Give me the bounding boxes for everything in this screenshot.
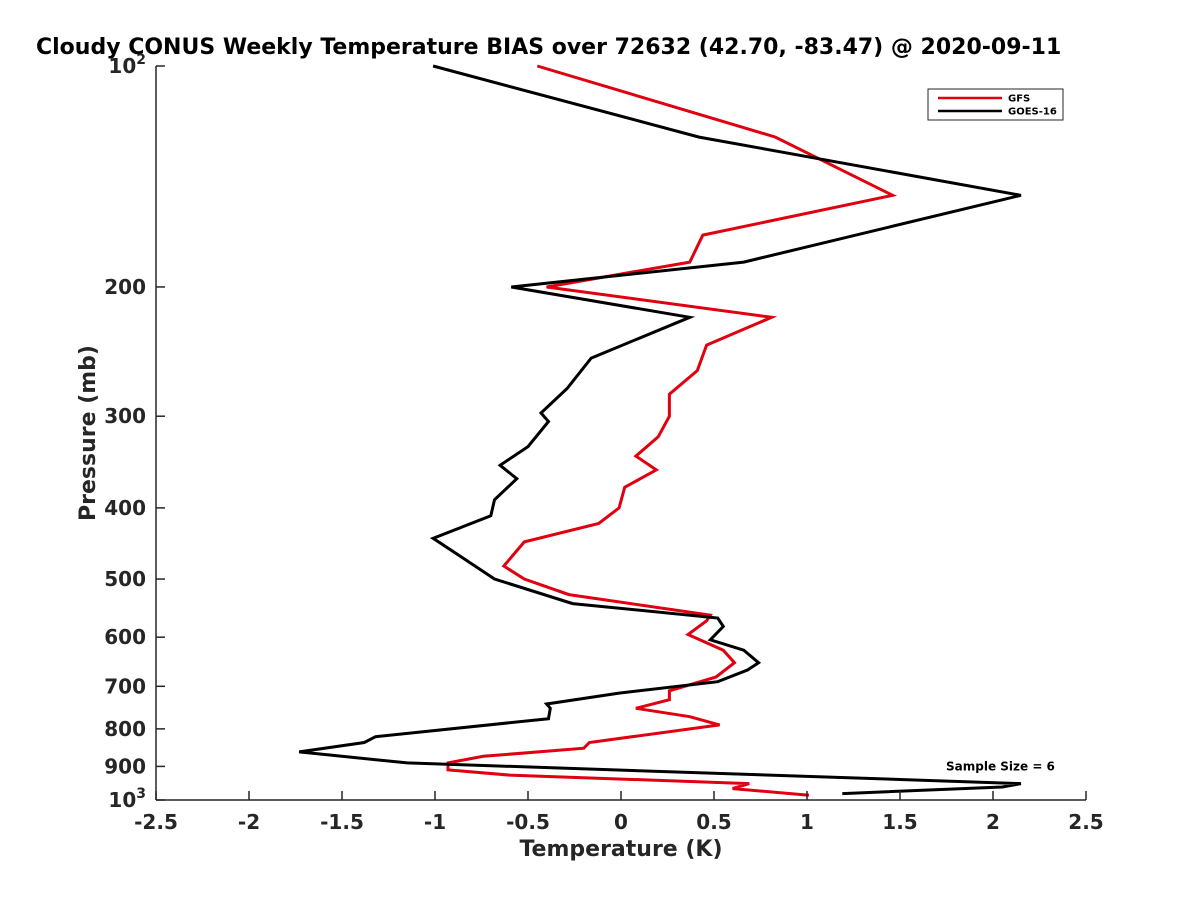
x-tick-label: 2 — [986, 810, 1000, 834]
y-ticks: 102 200 300 400 500 600 700 800 900 103 — [104, 52, 165, 812]
x-tick-label: -1.5 — [320, 810, 364, 834]
series-layer — [298, 64, 1022, 797]
y-tick-label: 103 — [108, 786, 146, 812]
x-tick-label: -2 — [238, 810, 260, 834]
x-tick-label: -1 — [424, 810, 446, 834]
y-tick-label: 300 — [104, 404, 146, 428]
y-tick-label: 800 — [104, 717, 146, 741]
legend-box — [927, 88, 1064, 121]
series-line-gfs — [446, 64, 898, 797]
y-tick-label: 200 — [104, 275, 146, 299]
x-tick-label: -0.5 — [506, 810, 550, 834]
x-tick-label: 2.5 — [1068, 810, 1103, 834]
y-tick-label: 700 — [104, 674, 146, 698]
x-tick-label: 1.5 — [882, 810, 917, 834]
x-ticks: -2.5 -2 -1.5 -1 -0.5 0 0.5 1 1.5 2 2.5 — [134, 791, 1104, 834]
x-tick-label: -2.5 — [134, 810, 178, 834]
legend: GFS GOES-16 — [927, 88, 1064, 121]
y-tick-label: 500 — [104, 567, 146, 591]
y-tick-label: 900 — [104, 754, 146, 778]
x-tick-label: 1 — [800, 810, 814, 834]
chart-title: Cloudy CONUS Weekly Temperature BIAS ove… — [36, 35, 1061, 60]
y-tick-label: 600 — [104, 625, 146, 649]
y-axis-label: Pressure (mb) — [76, 345, 101, 521]
x-axis-label: Temperature (K) — [519, 837, 722, 862]
x-tick-label: 0 — [614, 810, 628, 834]
y-tick-label: 400 — [104, 496, 146, 520]
y-tick-label: 102 — [108, 52, 146, 78]
series-line-goes-16 — [298, 64, 1022, 796]
legend-label-goes-16: GOES-16 — [1008, 107, 1057, 118]
legend-label-gfs: GFS — [1008, 94, 1030, 105]
sample-size-annotation: Sample Size = 6 — [946, 760, 1055, 774]
x-tick-label: 0.5 — [696, 810, 731, 834]
